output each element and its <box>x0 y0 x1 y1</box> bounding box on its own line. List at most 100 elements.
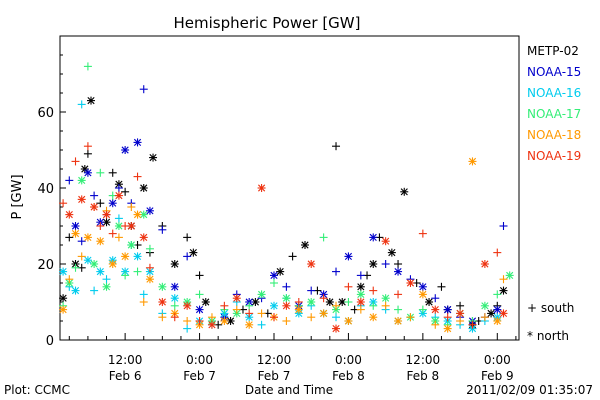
x-tick-date-label: Feb 7 <box>183 369 216 383</box>
data-point-south <box>437 282 446 291</box>
data-point-stroke <box>115 192 123 200</box>
data-point-north <box>145 275 154 284</box>
data-point-south <box>431 320 440 329</box>
data-point-north <box>133 252 142 261</box>
data-point-stroke <box>149 154 157 162</box>
data-point-stroke <box>133 138 142 146</box>
data-point-south <box>59 199 68 208</box>
data-point-stroke <box>59 294 67 302</box>
data-point-stroke <box>84 256 92 264</box>
data-point-south <box>121 271 130 280</box>
data-point-south <box>65 176 74 185</box>
data-point-south <box>133 267 142 276</box>
data-point-stroke <box>71 222 80 230</box>
data-point-stroke <box>419 283 427 291</box>
data-point-south <box>356 305 365 314</box>
data-point-stroke <box>270 302 278 310</box>
data-point-stroke <box>382 294 390 302</box>
data-point-north <box>344 252 353 261</box>
data-point-stroke <box>270 271 278 279</box>
data-point-stroke <box>121 252 129 260</box>
data-point-south <box>418 229 427 238</box>
data-point-south <box>369 286 378 295</box>
data-point-north <box>499 309 508 318</box>
data-point-south <box>195 317 204 325</box>
data-point-south <box>294 298 303 306</box>
data-point-south <box>83 149 92 158</box>
plot-frame <box>59 35 520 341</box>
data-point-south <box>394 305 403 314</box>
data-point-north <box>87 96 96 105</box>
data-point-stroke <box>394 317 402 325</box>
data-point-north <box>232 294 241 303</box>
data-point-north <box>431 305 440 314</box>
y-axis-label: P [GW] <box>10 174 25 219</box>
data-point-stroke <box>65 211 73 219</box>
data-point-south <box>195 290 204 299</box>
data-point-stroke <box>326 298 334 306</box>
data-point-stroke <box>295 306 303 314</box>
x-tick-date-label: Feb 6 <box>109 369 142 383</box>
data-point-south <box>83 142 92 151</box>
data-point-stroke <box>307 298 315 306</box>
data-point-north <box>418 290 427 299</box>
data-point-north <box>325 298 334 306</box>
data-point-stroke <box>183 302 191 310</box>
data-point-north <box>406 279 415 287</box>
data-point-north <box>480 260 489 268</box>
timestamp: 2011/02/09 01:35:07 <box>466 383 593 397</box>
data-point-south <box>468 320 477 329</box>
data-point-south <box>133 172 142 181</box>
data-point-south <box>158 225 167 234</box>
data-point-stroke <box>220 317 228 325</box>
data-point-stroke <box>171 260 179 268</box>
data-point-south <box>282 317 291 325</box>
data-point-south <box>369 301 378 310</box>
data-point-south <box>443 313 452 322</box>
data-point-stroke <box>456 309 464 317</box>
data-point-stroke <box>90 203 98 211</box>
x-tick-date-label: Feb 7 <box>258 369 291 383</box>
data-point-stroke <box>369 313 377 321</box>
data-point-north <box>83 168 92 177</box>
data-point-north <box>487 309 496 318</box>
data-point-north <box>108 260 117 268</box>
data-point-south <box>158 313 167 322</box>
data-point-north <box>59 305 68 314</box>
data-point-south <box>418 305 427 314</box>
data-point-north <box>102 282 111 291</box>
data-point-north <box>257 290 266 299</box>
data-point-north <box>369 260 378 268</box>
data-point-south <box>319 294 328 303</box>
data-point-south <box>232 305 241 314</box>
legend-entry: METP-02 <box>527 44 579 58</box>
data-point-stroke <box>71 287 80 295</box>
data-point-stroke <box>419 290 427 298</box>
data-point-north <box>121 146 130 154</box>
data-point-north <box>83 233 92 242</box>
data-point-south <box>145 263 154 272</box>
data-point-stroke <box>158 298 166 306</box>
data-point-north <box>133 210 142 219</box>
data-point-south <box>114 214 123 223</box>
data-point-stroke <box>133 211 142 219</box>
data-point-stroke <box>307 260 315 268</box>
data-point-north <box>307 298 316 306</box>
x-tick-time-label: 12:00 <box>406 353 441 367</box>
data-point-north <box>170 260 179 268</box>
x-axis-label: Date and Time <box>245 383 333 397</box>
data-point-north <box>332 324 341 333</box>
data-point-north <box>381 237 390 246</box>
data-point-south <box>96 222 105 230</box>
data-point-south <box>307 313 316 322</box>
data-point-north <box>493 305 502 314</box>
data-point-stroke <box>59 306 67 314</box>
data-point-south <box>493 248 502 257</box>
data-point-south <box>220 301 229 310</box>
data-point-south <box>456 317 465 325</box>
data-point-south <box>102 275 111 284</box>
data-point-north <box>108 199 117 208</box>
data-point-north <box>344 317 353 325</box>
data-point-north <box>418 282 427 291</box>
